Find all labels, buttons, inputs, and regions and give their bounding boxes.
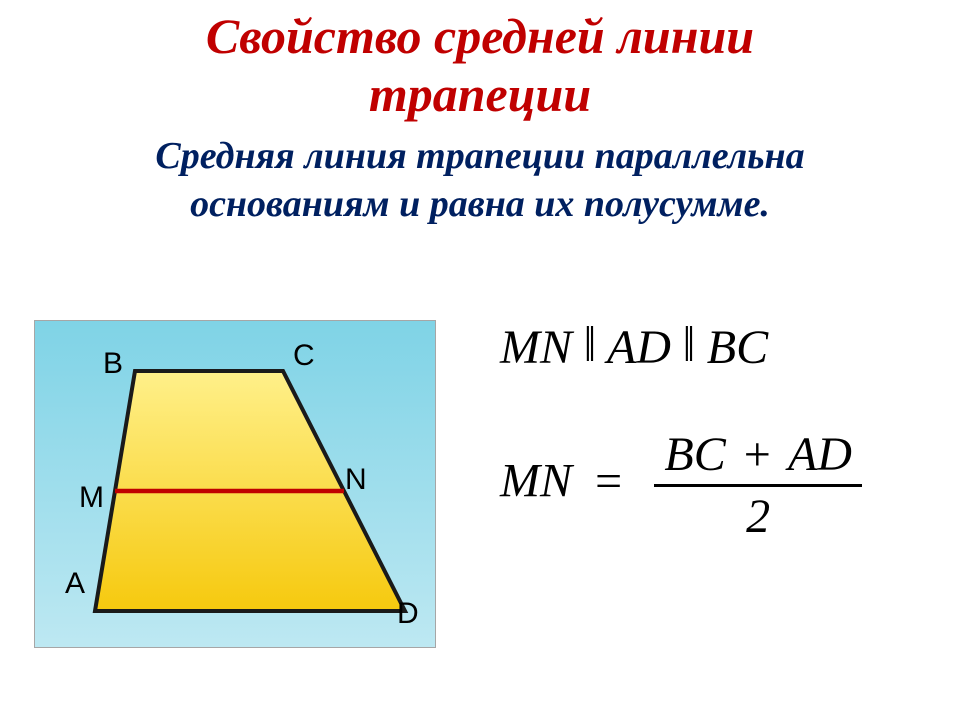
num-bc: BC	[664, 428, 725, 481]
vertex-label-n: N	[345, 463, 367, 496]
vertex-label-b: B	[103, 347, 123, 380]
plus-sign: +	[744, 428, 771, 481]
fraction-numerator: BC + AD	[654, 427, 862, 484]
subtitle-line2: основаниям и равна их полусумме.	[30, 181, 930, 229]
midline-formula: MN = BC + AD 2	[500, 427, 940, 544]
sym-mn: MN	[500, 321, 572, 374]
equals-sign: =	[592, 455, 636, 508]
title-line2: трапеции	[0, 66, 960, 124]
subtitle-line1: Средняя линия трапеции параллельна	[30, 133, 930, 181]
vertex-label-c: C	[293, 339, 315, 372]
slide-subtitle: Средняя линия трапеции параллельна основ…	[0, 133, 960, 228]
fraction: BC + AD 2	[654, 427, 862, 544]
sym-ad: AD	[607, 321, 671, 374]
parallel-relation: MN ǁ AD ǁ BC	[500, 320, 940, 375]
num-ad: AD	[788, 428, 852, 481]
slide: Свойство средней линии трапеции Средняя …	[0, 0, 960, 720]
vertex-label-m: M	[79, 481, 104, 514]
vertex-label-a: A	[65, 567, 85, 600]
title-line1: Свойство средней линии	[0, 8, 960, 66]
fraction-denominator: 2	[654, 484, 862, 544]
trapezoid-diagram: A B C D M N	[34, 320, 436, 648]
sym-bc: BC	[707, 321, 768, 374]
formula-area: MN ǁ AD ǁ BC MN = BC + AD 2	[500, 320, 940, 544]
trapezoid-svg: A B C D M N	[35, 321, 435, 647]
parallel-icon: ǁ	[584, 318, 595, 373]
lhs-mn: MN	[500, 455, 572, 508]
slide-title: Свойство средней линии трапеции	[0, 0, 960, 123]
parallel-icon: ǁ	[683, 318, 694, 373]
vertex-label-d: D	[397, 597, 419, 630]
equals-text: =	[592, 455, 624, 508]
